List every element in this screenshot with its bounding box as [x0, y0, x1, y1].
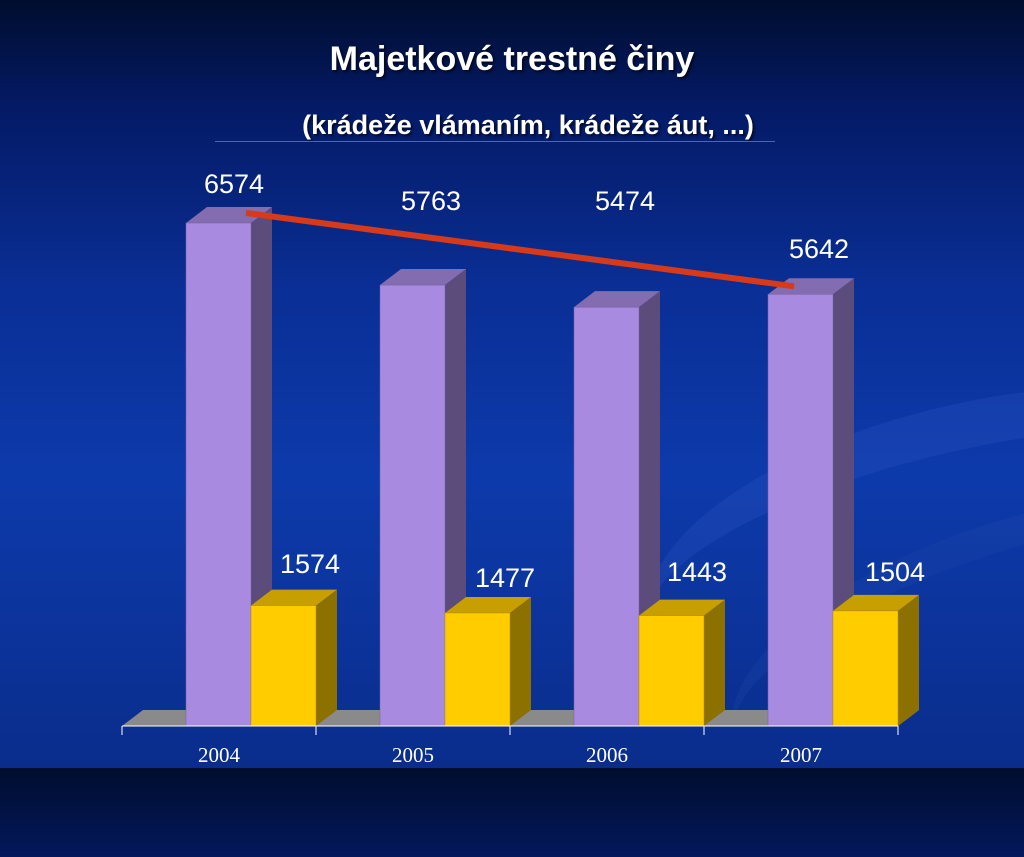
x-tick-label: 2004 — [198, 743, 241, 767]
bar — [573, 306, 640, 727]
bar-top — [639, 599, 725, 616]
bar — [250, 605, 317, 727]
x-tick-label: 2007 — [780, 743, 822, 767]
bar — [638, 615, 705, 727]
data-label: 1574 — [280, 549, 340, 579]
trend-line — [245, 210, 795, 290]
bar-top — [574, 291, 660, 308]
bar-top — [833, 594, 919, 611]
data-label: 5642 — [789, 234, 849, 264]
bar-side — [510, 596, 531, 726]
data-label: 5474 — [595, 186, 655, 216]
bar-top — [445, 596, 531, 613]
bar-top — [251, 589, 337, 606]
bar-side — [898, 594, 919, 726]
data-label: 1504 — [865, 557, 925, 587]
bar — [832, 610, 899, 727]
bar-top — [768, 278, 854, 295]
bar — [379, 284, 446, 727]
bar — [185, 222, 252, 727]
subtitle-underline — [215, 141, 775, 142]
x-tick-label: 2006 — [586, 743, 628, 767]
x-tick-label: 2005 — [392, 743, 434, 767]
slide-subtitle: (krádeže vlámaním, krádeže áut, ...) — [302, 110, 754, 140]
data-label: 1477 — [475, 563, 535, 593]
data-label: 1443 — [667, 557, 727, 587]
slide-title: Majetkové trestné činy — [329, 40, 695, 78]
bar-side — [316, 589, 337, 726]
data-label: 5763 — [401, 186, 461, 216]
bar-top — [380, 269, 466, 286]
data-label: 6574 — [204, 169, 264, 199]
bar — [444, 612, 511, 727]
bar-side — [704, 599, 725, 726]
bar-chart: 6574 1574 5763 1477 5474 1443 5642 1504 2004 2005… — [122, 169, 925, 767]
bar — [767, 294, 834, 727]
